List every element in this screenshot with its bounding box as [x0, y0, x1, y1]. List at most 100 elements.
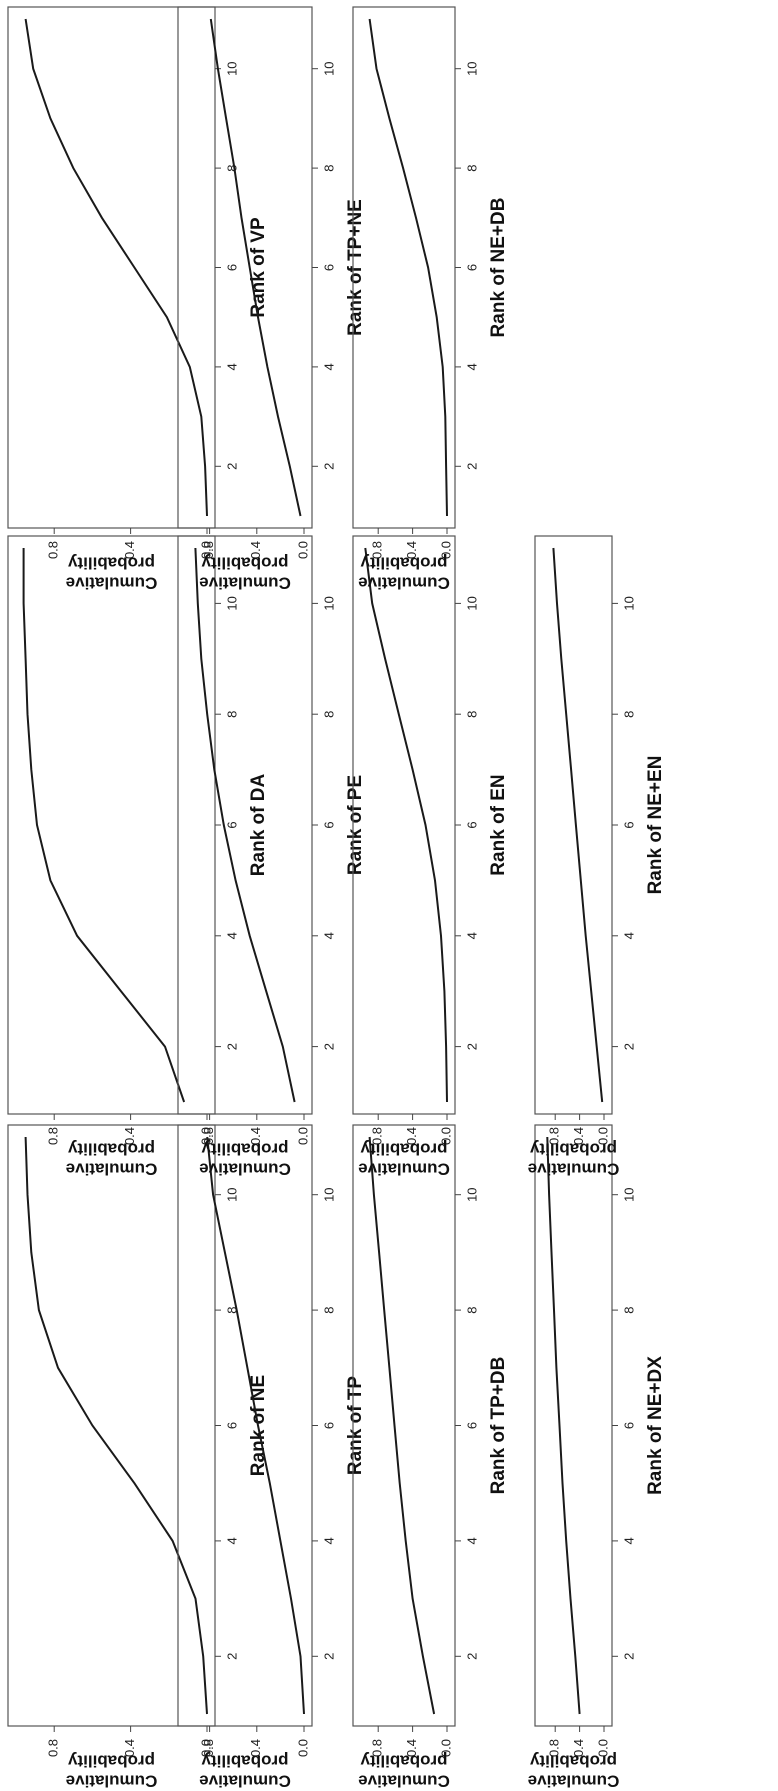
cdf-series-line — [206, 1136, 305, 1715]
rank-tick-label: 6 — [321, 821, 336, 828]
rank-tick-label: 4 — [321, 363, 336, 370]
x-axis-title: Rank of TP — [345, 1376, 366, 1476]
y-axis-title-line: Cumulative — [66, 1772, 158, 1791]
rank-tick-label: 6 — [224, 1422, 239, 1429]
rank-tick-label: 10 — [464, 596, 479, 610]
prob-tick-label: 0.8 — [370, 1739, 385, 1757]
cdf-series-line — [368, 18, 448, 517]
cdf-series-line — [546, 1136, 581, 1715]
x-axis-title: Rank of DA — [248, 774, 269, 877]
rank-tick-label: 8 — [464, 164, 479, 171]
rank-tick-label: 2 — [464, 1653, 479, 1660]
rank-tick-label: 4 — [224, 363, 239, 370]
rank-tick-label: 2 — [321, 463, 336, 470]
rank-tick-label: 2 — [321, 1653, 336, 1660]
rank-tick-label: 10 — [224, 596, 239, 610]
chart-panel: 2 4 6 8 10 0.0 0.4 0.8 Rank of VP Cumulativeproba… — [7, 6, 269, 593]
rank-tick-label: 6 — [224, 264, 239, 271]
prob-tick-label: 0.4 — [248, 1127, 263, 1145]
rank-tick-label: 2 — [224, 1653, 239, 1660]
prob-tick-label: 0.0 — [198, 1739, 213, 1757]
prob-tick-label: 0.8 — [46, 541, 61, 559]
rank-tick-label: 4 — [464, 932, 479, 939]
prob-tick-label: 0.4 — [404, 541, 419, 559]
y-axis-title-line: Cumulative — [358, 574, 450, 593]
y-axis-title-line: probability — [530, 1752, 617, 1771]
rank-tick-label: 10 — [224, 1187, 239, 1201]
prob-tick-label: 0.0 — [198, 541, 213, 559]
rank-tick-label: 8 — [621, 711, 636, 718]
rank-tick-label: 10 — [321, 1187, 336, 1201]
prob-tick-label: 0.4 — [122, 541, 137, 559]
rank-tick-label: 10 — [621, 596, 636, 610]
x-axis-title: Rank of TP+NE — [345, 199, 366, 336]
rank-tick-label: 2 — [621, 1653, 636, 1660]
rank-tick-label: 4 — [224, 932, 239, 939]
rank-tick-label: 6 — [464, 821, 479, 828]
rank-tick-label: 8 — [224, 711, 239, 718]
prob-tick-label: 0.0 — [595, 1739, 610, 1757]
plot-frame — [352, 1124, 456, 1727]
y-axis-title-line: probability — [360, 1140, 447, 1159]
cdf-series-line — [194, 547, 296, 1103]
prob-tick-label: 0.4 — [404, 1739, 419, 1757]
prob-tick-label: 0.0 — [198, 1127, 213, 1145]
y-axis-title-line: Cumulative — [358, 1772, 450, 1791]
plot-frame — [352, 535, 456, 1115]
x-axis-title: Rank of NE+DX — [645, 1356, 666, 1495]
prob-tick-label: 0.0 — [438, 541, 453, 559]
y-axis-title-line: probability — [201, 1752, 288, 1771]
rank-tick-label: 8 — [224, 164, 239, 171]
prob-tick-label: 0.8 — [46, 1127, 61, 1145]
rank-tick-label: 4 — [464, 363, 479, 370]
plot-frame — [7, 1124, 216, 1727]
y-axis-title-line: Cumulative — [199, 1160, 291, 1179]
prob-tick-label: 0.8 — [547, 1127, 562, 1145]
cdf-series-line — [364, 547, 448, 1103]
prob-tick-label: 0.4 — [122, 1127, 137, 1145]
y-axis-title-line: Cumulative — [528, 1160, 620, 1179]
rank-tick-label: 4 — [321, 1537, 336, 1544]
rank-tick-label: 6 — [224, 821, 239, 828]
y-axis-title-line: probability — [201, 1140, 288, 1159]
prob-tick-label: 0.4 — [571, 1739, 586, 1757]
rank-tick-label: 10 — [464, 1187, 479, 1201]
x-axis-title: Rank of EN — [488, 774, 509, 875]
rank-tick-label: 8 — [464, 1306, 479, 1313]
prob-tick-label: 0.0 — [438, 1739, 453, 1757]
rank-tick-label: 6 — [464, 264, 479, 271]
prob-tick-label: 0.8 — [201, 541, 216, 559]
y-axis-title-line: Cumulative — [66, 574, 158, 593]
prob-tick-label: 0.4 — [248, 541, 263, 559]
prob-tick-label: 0.8 — [370, 541, 385, 559]
y-axis-title-line: probability — [68, 554, 155, 573]
rank-tick-label: 6 — [621, 821, 636, 828]
rank-tick-label: 4 — [224, 1537, 239, 1544]
y-axis-title-line: Cumulative — [66, 1160, 158, 1179]
prob-tick-label: 0.8 — [370, 1127, 385, 1145]
rank-tick-label: 8 — [224, 1306, 239, 1313]
prob-tick-label: 0.8 — [46, 1739, 61, 1757]
cdf-series-line — [22, 548, 186, 1103]
rank-tick-label: 6 — [321, 264, 336, 271]
x-axis-title: Rank of NE+DB — [488, 198, 509, 338]
rank-tick-label: 4 — [621, 932, 636, 939]
rank-tick-label: 2 — [321, 1043, 336, 1050]
rank-tick-label: 2 — [224, 1043, 239, 1050]
rank-tick-label: 10 — [321, 61, 336, 75]
y-axis-title-line: probability — [68, 1140, 155, 1159]
